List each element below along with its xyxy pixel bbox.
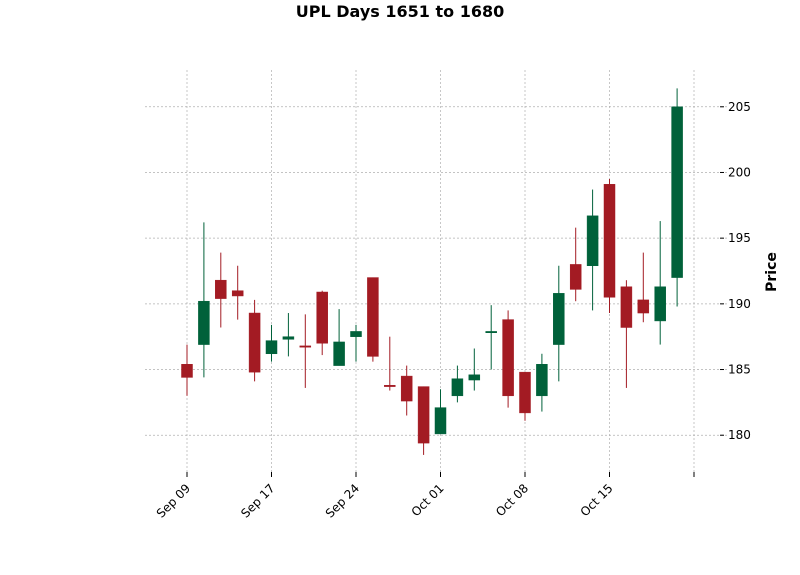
candle-body	[265, 340, 278, 355]
y-tick-label: 195	[728, 231, 751, 245]
candle-body	[569, 264, 582, 290]
y-tick-label: 205	[728, 100, 751, 114]
candle-up	[468, 348, 481, 391]
candle-body	[468, 374, 481, 381]
x-tick-label: Oct 01	[409, 481, 447, 519]
x-tick-label: Oct 15	[578, 481, 616, 519]
candle-down	[248, 299, 261, 382]
candle-body	[367, 277, 379, 357]
y-tick-label: 190	[728, 297, 751, 311]
candle-body	[519, 371, 531, 414]
candle-down	[316, 290, 328, 356]
candle-body	[181, 364, 193, 378]
candle-down	[367, 277, 379, 362]
candle-body	[316, 291, 328, 344]
candle-down	[519, 371, 531, 421]
y-tick-label: 180	[728, 428, 751, 442]
candle-down	[569, 227, 582, 302]
candle-body	[299, 345, 312, 348]
candle-body	[603, 184, 616, 298]
candle-body	[231, 290, 244, 297]
candle-body	[198, 300, 210, 345]
candle-body	[333, 341, 345, 366]
candle-body	[536, 364, 548, 397]
candle-down	[215, 252, 227, 328]
candle-body	[248, 312, 261, 373]
y-tick-label: 200	[728, 165, 751, 179]
candle-body	[654, 286, 666, 322]
chart-title: UPL Days 1651 to 1680	[296, 2, 504, 21]
candle-body	[620, 286, 633, 328]
candle-body	[417, 386, 430, 444]
candle-down	[620, 280, 633, 388]
y-tick-label: 185	[728, 363, 751, 377]
candle-up	[282, 313, 295, 357]
candle-up	[553, 265, 565, 382]
candle-body	[350, 331, 362, 337]
candle-up	[434, 389, 447, 435]
candle-down	[417, 386, 430, 455]
candle-body	[586, 215, 599, 266]
y-axis-label: Price	[764, 252, 780, 292]
candle-up	[350, 324, 362, 362]
candle-down	[181, 344, 193, 396]
candle-up	[451, 365, 464, 403]
candle-body	[502, 319, 514, 397]
candle-down	[502, 310, 514, 408]
candle-body	[553, 293, 565, 345]
candle-body	[671, 106, 683, 278]
candle-body	[282, 336, 295, 340]
candle-up	[265, 324, 278, 362]
x-tick-label: Oct 08	[493, 481, 531, 519]
candle-down	[231, 265, 244, 320]
x-tick-label: Sep 24	[323, 481, 362, 520]
candle-up	[654, 221, 666, 345]
candle-down	[384, 336, 396, 391]
candle-up	[333, 309, 345, 366]
candle-down	[603, 179, 616, 314]
x-tick-label: Sep 17	[238, 481, 277, 520]
candle-down	[400, 365, 413, 416]
candle-up	[485, 305, 497, 370]
candle-body	[215, 279, 227, 299]
candle-body	[434, 407, 447, 435]
candle-up	[586, 189, 599, 311]
candle-body	[384, 385, 396, 387]
x-tick-label: Sep 09	[154, 481, 193, 520]
candle-down	[637, 252, 650, 323]
candle-up	[671, 88, 683, 307]
candle-body	[451, 378, 464, 397]
candle-body	[485, 331, 497, 333]
candles	[181, 88, 683, 455]
grid-lines	[145, 70, 728, 472]
candle-down	[299, 314, 312, 388]
candle-body	[400, 375, 413, 402]
candle-up	[198, 222, 210, 378]
candle-body	[637, 299, 650, 314]
candle-up	[536, 353, 548, 412]
